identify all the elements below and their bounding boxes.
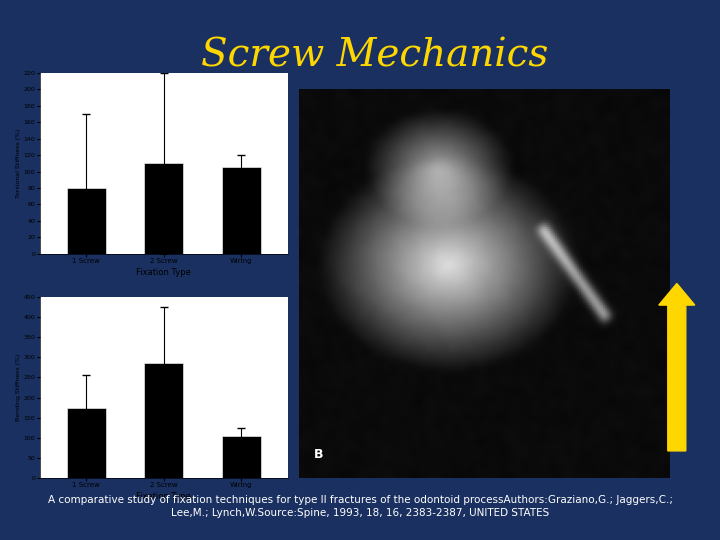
X-axis label: Fixation Type: Fixation Type	[136, 492, 192, 501]
Bar	[67, 188, 106, 254]
Bar	[145, 163, 183, 254]
Bar	[222, 167, 261, 254]
Text: Screw Mechanics: Screw Mechanics	[201, 38, 548, 75]
Text: Lee,M.; Lynch,W.Source:Spine, 1993, 18, 16, 2383-2387, UNITED STATES: Lee,M.; Lynch,W.Source:Spine, 1993, 18, …	[171, 508, 549, 518]
X-axis label: Fixation Type: Fixation Type	[136, 268, 192, 277]
Text: A comparative study of fixation techniques for type II fractures of the odontoid: A comparative study of fixation techniqu…	[48, 495, 672, 505]
Y-axis label: Torsional Stiffness (%): Torsional Stiffness (%)	[16, 129, 21, 198]
Text: B: B	[314, 448, 323, 462]
Bar	[67, 408, 106, 478]
Y-axis label: Bending Stiffness (%): Bending Stiffness (%)	[16, 354, 21, 421]
Bar	[222, 436, 261, 478]
Bar	[145, 363, 183, 478]
